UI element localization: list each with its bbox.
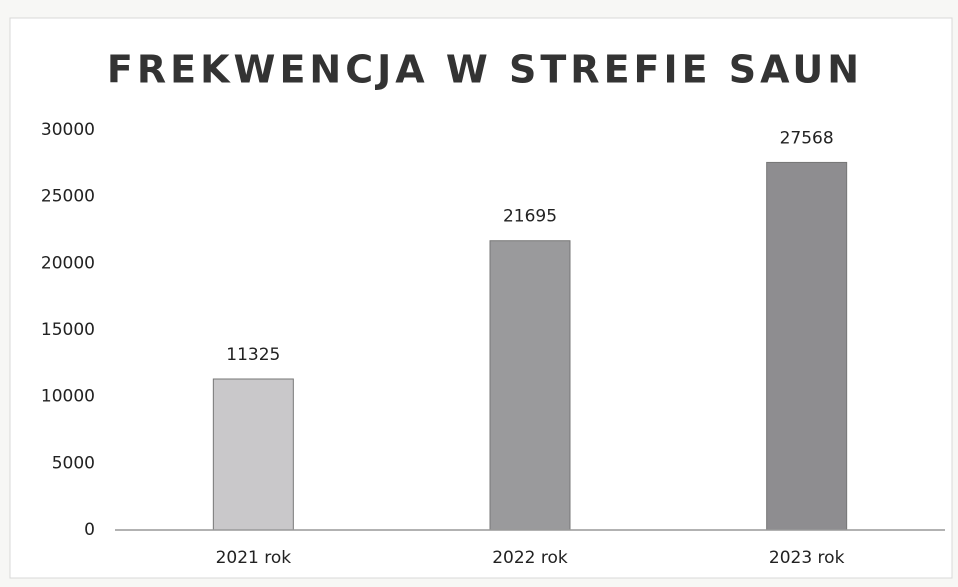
data-label: 11325 bbox=[226, 345, 280, 365]
y-tick-label: 20000 bbox=[41, 253, 95, 273]
bar bbox=[489, 240, 571, 531]
y-tick-label: 10000 bbox=[41, 387, 95, 407]
data-label: 27568 bbox=[780, 128, 834, 148]
x-tick-label: 2023 rok bbox=[769, 548, 845, 568]
bar bbox=[766, 161, 848, 531]
y-tick-label: 5000 bbox=[52, 453, 95, 473]
y-tick-label: 25000 bbox=[41, 187, 95, 207]
x-tick-label: 2022 rok bbox=[492, 548, 568, 568]
x-tick-label: 2021 rok bbox=[216, 548, 292, 568]
y-tick-label: 0 bbox=[84, 520, 95, 540]
bar bbox=[212, 378, 294, 531]
data-label: 21695 bbox=[503, 207, 557, 227]
y-tick-label: 30000 bbox=[41, 120, 95, 140]
chart-title: FREKWENCJA W STREFIE SAUN bbox=[107, 48, 863, 92]
y-tick-label: 15000 bbox=[41, 320, 95, 340]
